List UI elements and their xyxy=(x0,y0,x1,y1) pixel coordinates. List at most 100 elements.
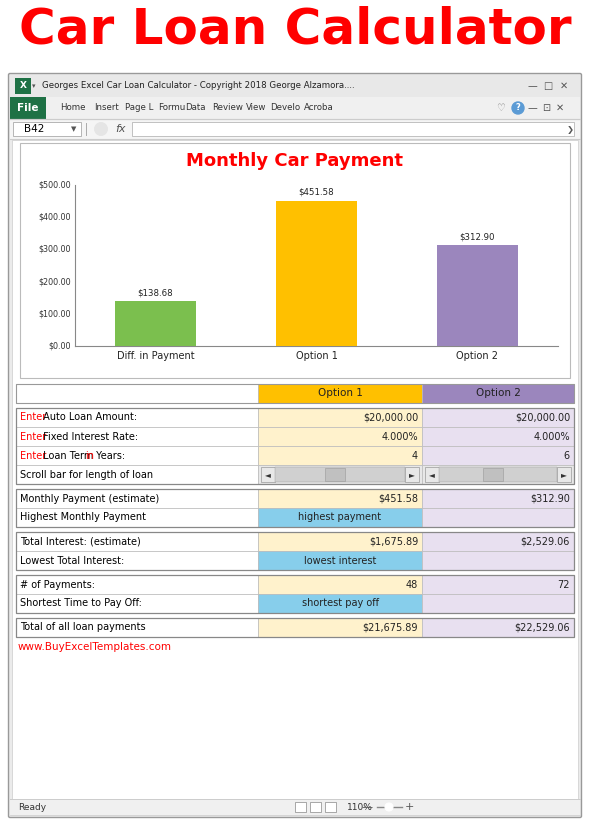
Text: —: — xyxy=(527,103,537,113)
Text: Total of all loan payments: Total of all loan payments xyxy=(20,622,146,632)
Text: $0.00: $0.00 xyxy=(48,341,71,350)
Bar xyxy=(258,489,422,508)
Text: Total Interest: (estimate): Total Interest: (estimate) xyxy=(20,536,141,546)
Bar xyxy=(258,465,422,484)
Text: ▼: ▼ xyxy=(71,126,77,132)
Text: $312.90: $312.90 xyxy=(460,232,495,242)
Text: Option 1: Option 1 xyxy=(317,388,362,398)
Text: ▾: ▾ xyxy=(32,83,36,89)
Text: $20,000.00: $20,000.00 xyxy=(514,413,570,422)
Bar xyxy=(437,245,518,346)
Text: 72: 72 xyxy=(558,579,570,589)
Text: X: X xyxy=(19,81,27,90)
Text: ►: ► xyxy=(409,470,415,479)
Bar xyxy=(10,75,580,97)
Bar xyxy=(422,575,574,594)
Text: Years:: Years: xyxy=(93,451,125,461)
Text: highest payment: highest payment xyxy=(299,512,382,523)
Text: Scroll bar for length of loan: Scroll bar for length of loan xyxy=(20,470,153,480)
Bar xyxy=(422,408,574,427)
Text: $1,675.89: $1,675.89 xyxy=(369,536,418,546)
Bar xyxy=(275,467,405,482)
Bar xyxy=(16,618,574,637)
Text: $22,529.06: $22,529.06 xyxy=(514,622,570,632)
Bar xyxy=(422,465,574,484)
Bar xyxy=(422,551,574,570)
Text: $312.90: $312.90 xyxy=(530,494,570,504)
Bar xyxy=(16,384,258,403)
Bar xyxy=(16,408,574,484)
Bar xyxy=(16,594,258,613)
Text: Page L: Page L xyxy=(125,104,153,113)
Text: $451.58: $451.58 xyxy=(378,494,418,504)
Bar xyxy=(10,119,580,139)
Bar xyxy=(258,575,422,594)
Bar xyxy=(258,508,422,527)
Bar xyxy=(16,551,258,570)
Bar xyxy=(439,467,557,482)
Text: Option 2: Option 2 xyxy=(476,388,520,398)
Bar xyxy=(16,408,258,427)
Bar xyxy=(16,575,258,594)
Text: ✕: ✕ xyxy=(560,81,568,91)
Text: Develo: Develo xyxy=(270,104,300,113)
Text: +: + xyxy=(404,802,414,812)
Text: Enter: Enter xyxy=(20,451,46,461)
Text: Enter: Enter xyxy=(20,413,46,422)
Text: 4.000%: 4.000% xyxy=(381,432,418,442)
Text: Diff. in Payment: Diff. in Payment xyxy=(117,351,194,361)
Bar xyxy=(295,802,306,812)
Bar xyxy=(15,78,31,94)
Bar xyxy=(13,122,81,136)
Text: ►: ► xyxy=(561,470,567,479)
Text: ◄: ◄ xyxy=(265,470,271,479)
Bar xyxy=(258,408,422,427)
Text: $2,529.06: $2,529.06 xyxy=(520,536,570,546)
Bar xyxy=(20,143,570,378)
Text: —: — xyxy=(527,81,537,91)
Text: 110%: 110% xyxy=(347,803,373,812)
Bar xyxy=(16,489,258,508)
FancyBboxPatch shape xyxy=(8,74,582,818)
Text: $300.00: $300.00 xyxy=(38,245,71,254)
Bar xyxy=(422,508,574,527)
Bar xyxy=(12,140,578,799)
Text: —: — xyxy=(362,802,372,812)
Text: 48: 48 xyxy=(406,579,418,589)
Text: www.BuyExcelTemplates.com: www.BuyExcelTemplates.com xyxy=(18,642,172,652)
Text: ⊡: ⊡ xyxy=(542,103,550,113)
Text: $20,000.00: $20,000.00 xyxy=(363,413,418,422)
Bar xyxy=(310,802,321,812)
Bar xyxy=(16,532,574,570)
Bar xyxy=(405,467,419,482)
Bar xyxy=(422,384,574,403)
Text: Home: Home xyxy=(60,104,86,113)
Text: Fixed Interest Rate:: Fixed Interest Rate: xyxy=(40,432,139,442)
Text: Data: Data xyxy=(185,104,205,113)
Text: Option 1: Option 1 xyxy=(296,351,337,361)
Bar xyxy=(483,468,503,481)
Text: $138.68: $138.68 xyxy=(137,288,173,297)
Text: $451.58: $451.58 xyxy=(299,188,335,197)
Text: Enter: Enter xyxy=(20,432,46,442)
Text: $200.00: $200.00 xyxy=(38,277,71,286)
Bar xyxy=(258,594,422,613)
Circle shape xyxy=(512,102,524,114)
Text: $500.00: $500.00 xyxy=(38,180,71,189)
Bar xyxy=(10,97,580,119)
Text: Loan Term: Loan Term xyxy=(40,451,97,461)
Text: 4: 4 xyxy=(412,451,418,461)
Text: 6: 6 xyxy=(564,451,570,461)
Text: shortest pay off: shortest pay off xyxy=(301,598,379,608)
Text: 4.000%: 4.000% xyxy=(533,432,570,442)
Text: Shortest Time to Pay Off:: Shortest Time to Pay Off: xyxy=(20,598,142,608)
Text: Car Loan Calculator: Car Loan Calculator xyxy=(19,6,571,54)
Text: ◄: ◄ xyxy=(429,470,435,479)
Text: B42: B42 xyxy=(24,124,44,134)
Bar xyxy=(325,802,336,812)
Text: Option 2: Option 2 xyxy=(457,351,499,361)
Bar xyxy=(325,468,345,481)
Text: ?: ? xyxy=(516,104,520,113)
Bar xyxy=(422,427,574,446)
Bar xyxy=(422,594,574,613)
